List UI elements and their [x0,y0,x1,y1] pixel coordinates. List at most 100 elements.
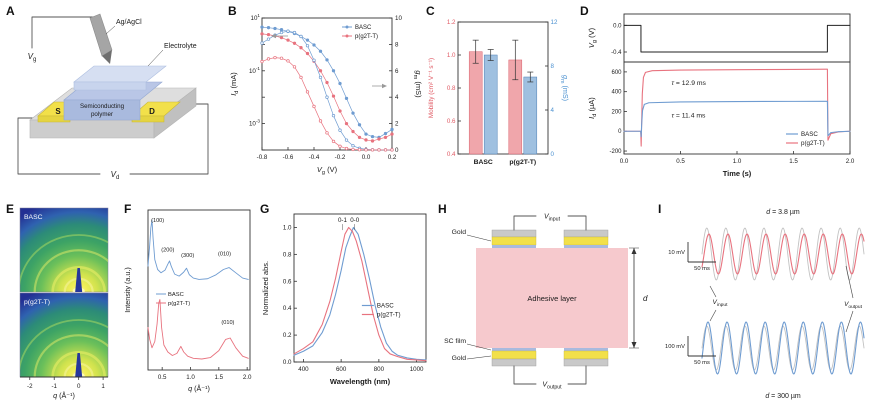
series-p(g2t-t)-id [260,32,394,143]
x-tick-label: 1 [101,383,105,390]
y-tick-label: 0.2 [283,332,292,339]
id-tick-label: 0 [618,129,622,135]
v-input-label: Vinput [713,299,729,308]
top-gold-electrode [563,236,609,246]
x-tick-label: 1.0 [186,374,195,381]
vibronic-label: 0-1 [338,217,348,224]
id-tick-label: 400 [611,90,622,96]
top-substrate [563,229,609,238]
y-tick-label: 101 [251,13,261,22]
panel-h-stack-schematic: H Adhesive layer Vinput Voutput d Gold SC fil… [436,202,654,400]
category-label: p(g2T-T) [509,159,536,166]
gm-bar [523,76,538,155]
id-tick-label: 200 [611,109,622,115]
vg-label: Vg [28,52,37,63]
y-tick-label: 0.6 [283,278,292,285]
panel-d-label: D [580,4,589,18]
left-tick-label: 0.6 [447,118,456,125]
x-tick-label: 1.5 [789,158,798,165]
y-tick-label: 0.0 [283,359,292,366]
plot-frame [293,213,427,363]
mobility-bar [468,51,483,155]
panel-c-label: C [426,4,435,18]
waveform-group [701,227,865,281]
left-tick-label: 0.4 [447,151,456,158]
waveform-group [701,321,865,375]
semiconductor-label: Semiconducting [80,103,125,110]
vg-tick-label: 0.0 [613,23,622,29]
bottom-gold-electrode [491,350,537,360]
left-tick-label: 1.0 [447,52,456,59]
adhesive-label: Adhesive layer [527,294,577,303]
x-tick-label: -0.6 [283,154,294,161]
tau-annotation: τ = 12.9 ms [671,80,706,87]
x-axis-title: q (Å⁻¹) [53,391,75,400]
peak-label: (010) [218,252,231,258]
panel-i-waveforms: I d = 3.8 µm 10 mV 50 ms d = 300 µm 100 mV 50… [656,202,874,400]
mobility-gm-bar-chart: 0.4 0.6 0.8 1.0 1.2 0 4 8 12 BASC p(g2T-T) Mobility… [428,19,570,166]
adhesive-layer [476,248,628,348]
giwaxs-linecuts-chart: 0.5 1.0 1.5 2.0 (100) (200) (300) (010) (010) BAS… [123,209,252,393]
v-output-label: Voutput [844,301,863,310]
panel-e-label: E [6,202,15,216]
x-tick-label: 0.5 [158,374,167,381]
sc-film-label: SC film [444,338,466,345]
t-scale-label: 50 ms [694,360,710,366]
x-tick-label: 0 [77,383,81,390]
giwaxs-label: p(g2T-T) [24,299,50,306]
id-tick-label: 600 [611,70,622,76]
right-tick-label: 4 [551,107,555,114]
top-gold-electrode [491,236,537,246]
electrolyte-label: Electrolyte [164,43,197,50]
x-tick-label: 1000 [410,366,424,373]
y-axis-title: Normalized abs. [261,261,270,315]
trace-title: d = 300 µm [765,393,801,400]
x-tick-label: -2 [27,383,33,390]
v-output-label: Voutput [542,382,562,391]
semiconductor-label: polymer [91,111,113,118]
legend-label: BASC [801,131,818,138]
panel-i-label: I [658,202,662,216]
right-y-axis-title: gm (mS) [559,75,570,101]
panel-a-label: A [6,4,15,18]
right-y-axis-title: gm (mS) [412,70,422,98]
panel-f-linecuts: F 0.5 1.0 1.5 2.0 (100) (200) (300) (010) (010) B… [122,202,256,400]
gold-top-label: Gold [452,229,467,236]
x-tick-label: 400 [298,366,309,373]
y-tick-label: 0 [395,147,399,154]
legend-label: BASC [168,292,184,298]
top-sc-film [564,245,608,248]
y-tick-label: 8 [395,41,399,48]
x-tick-label: 600 [336,366,347,373]
plot-frame [261,17,393,151]
x-axis-title: q (Å⁻¹) [188,384,210,393]
panel-h-label: H [438,202,447,216]
x-tick-label: 0.0 [620,158,629,165]
y-tick-label: 10-1 [249,66,260,75]
legend-label: p(g2T-T) [168,301,190,307]
left-tick-label: 0.8 [447,85,456,92]
giwaxs-image [19,292,109,378]
bottom-sc-film [492,348,536,351]
top-substrate [491,229,537,238]
x-tick-label: -0.8 [257,154,268,161]
id-axis-title: Id (µA) [587,97,598,119]
gold-bottom-label: Gold [452,355,467,362]
source-label: S [55,107,61,116]
v-input-label: Vinput [544,214,561,223]
right-tick-label: 8 [551,63,555,70]
y-tick-label: 0.8 [283,251,292,258]
panel-c-bar-chart: C 0.4 0.6 0.8 1.0 1.2 0 4 8 12 BASC p(g2T-T) Mobili… [424,4,572,198]
transient-response-chart: 0.0 -0.4 -200 0 200 400 600 0.0 0.5 1.0 1.5 2.0 τ = … [587,13,855,178]
x-tick-label: 0.5 [676,158,685,165]
legend-label: BASC [377,303,394,310]
x-tick-label: 0.0 [362,154,371,161]
peak-label: (010) [221,320,234,326]
legend-label: p(g2T-T) [377,312,401,319]
giwaxs-2d-patterns: BASC p(g2T-T) -2 -1 0 1 q (Å⁻¹) [19,207,109,400]
y-axis-title: Intensity (a.u.) [123,267,132,313]
gate-electrode-label: Ag/AgCl [116,19,142,26]
y-tick-label: 0.4 [283,305,292,312]
trace-title: d = 3.8 µm [766,209,800,216]
